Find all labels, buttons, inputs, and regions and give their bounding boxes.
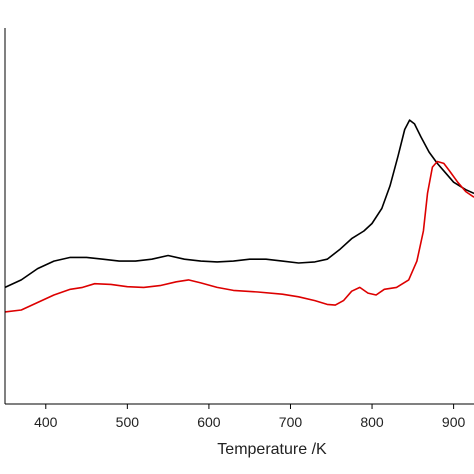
- x-tick-label: 900: [442, 414, 466, 430]
- x-tick-label: 800: [360, 414, 384, 430]
- x-tick-label: 700: [279, 414, 303, 430]
- series-line-1: [4, 119, 474, 289]
- plot-area: [4, 119, 474, 313]
- x-tick-label: 600: [197, 414, 221, 430]
- x-tick-label: 500: [116, 414, 140, 430]
- x-axis-title: Temperature /K: [217, 441, 327, 458]
- series-line-2: [4, 160, 474, 313]
- axes: 400 500 600 700 800 900: [4, 28, 474, 430]
- x-tick-label: 400: [34, 414, 58, 430]
